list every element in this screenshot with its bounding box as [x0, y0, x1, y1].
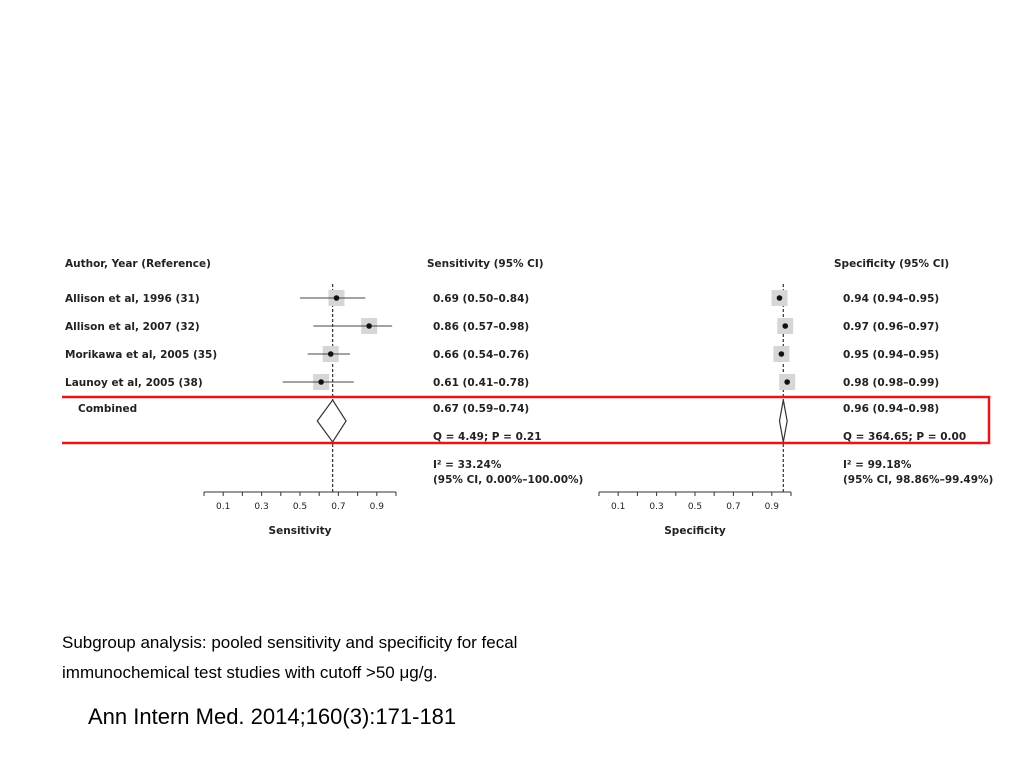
spec-combined-value: 0.96 (0.94–0.98)	[843, 403, 939, 415]
specificity-tick-label-2: 0.3	[649, 502, 663, 512]
spec-value-2: 0.97 (0.96–0.97)	[843, 321, 939, 333]
sensitivity-x-axis-label: Sensitivity	[269, 525, 332, 537]
sens-value-2: 0.86 (0.57–0.98)	[433, 321, 529, 333]
header-author: Author, Year (Reference)	[65, 258, 211, 270]
study-label-1: Allison et al, 1996 (31)	[65, 293, 200, 305]
combined-label: Combined	[78, 403, 137, 415]
sens-i2: I² = 33.24%	[433, 459, 502, 471]
caption-line-2: immunochemical test studies with cutoff …	[62, 663, 438, 682]
sens-q-stat: Q = 4.49; P = 0.21	[433, 431, 542, 443]
header-specificity: Specificity (95% CI)	[834, 258, 949, 270]
sensitivity-tick-label-3: 0.5	[293, 502, 307, 512]
study-label-3: Morikawa et al, 2005 (35)	[65, 349, 217, 361]
spec-i2: I² = 99.18%	[843, 459, 912, 471]
study-label-2: Allison et al, 2007 (32)	[65, 321, 200, 333]
sensitivity-point-3	[327, 351, 334, 357]
specificity-point-4	[784, 379, 790, 385]
sensitivity-tick-label-1: 0.1	[216, 502, 230, 512]
specificity-forest-plot: 0.1 0.3 0.5 0.7 0.9 Specificity	[598, 284, 796, 537]
sensitivity-point-4	[318, 379, 324, 385]
forest-plot-svg: Author, Year (Reference) Sensitivity (95…	[62, 258, 993, 537]
sensitivity-forest-plot: 0.1 0.3 0.5 0.7 0.9 Sensitivity	[203, 284, 397, 537]
specificity-point-3	[778, 351, 785, 357]
spec-q-stat: Q = 364.65; P = 0.00	[843, 431, 966, 443]
sens-value-3: 0.66 (0.54–0.76)	[433, 349, 529, 361]
sensitivity-tick-label-4: 0.7	[331, 502, 345, 512]
specificity-tick-label-3: 0.5	[688, 502, 702, 512]
sensitivity-point-1	[333, 295, 340, 301]
specificity-combined-diamond	[778, 399, 788, 443]
sens-value-4: 0.61 (0.41–0.78)	[433, 377, 529, 389]
sensitivity-tick-label-2: 0.3	[254, 502, 268, 512]
sensitivity-tick-label-5: 0.9	[370, 502, 385, 512]
forest-plot-figure: Author, Year (Reference) Sensitivity (95…	[62, 250, 1000, 542]
sens-combined-value: 0.67 (0.59–0.74)	[433, 403, 529, 415]
sensitivity-combined-diamond	[316, 398, 347, 444]
sensitivity-point-2	[366, 323, 372, 329]
figure-caption: Subgroup analysis: pooled sensitivity an…	[62, 628, 662, 688]
specificity-point-1	[776, 295, 783, 301]
specificity-tick-label-5: 0.9	[765, 502, 780, 512]
study-label-4: Launoy et al, 2005 (38)	[65, 377, 203, 389]
combined-highlight-box	[62, 395, 991, 445]
specificity-point-2	[782, 323, 789, 329]
specificity-tick-label-1: 0.1	[611, 502, 625, 512]
specificity-tick-label-4: 0.7	[726, 502, 740, 512]
header-sensitivity: Sensitivity (95% CI)	[427, 258, 544, 270]
spec-value-1: 0.94 (0.94–0.95)	[843, 293, 939, 305]
spec-i2-ci: (95% CI, 98.86%–99.49%)	[843, 474, 993, 486]
citation: Ann Intern Med. 2014;160(3):171-181	[88, 704, 457, 729]
spec-value-3: 0.95 (0.94–0.95)	[843, 349, 939, 361]
specificity-x-axis-label: Specificity	[664, 525, 726, 537]
sens-value-1: 0.69 (0.50–0.84)	[433, 293, 529, 305]
spec-value-4: 0.98 (0.98–0.99)	[843, 377, 939, 389]
sens-i2-ci: (95% CI, 0.00%–100.00%)	[433, 474, 583, 486]
caption-line-1: Subgroup analysis: pooled sensitivity an…	[62, 633, 518, 652]
